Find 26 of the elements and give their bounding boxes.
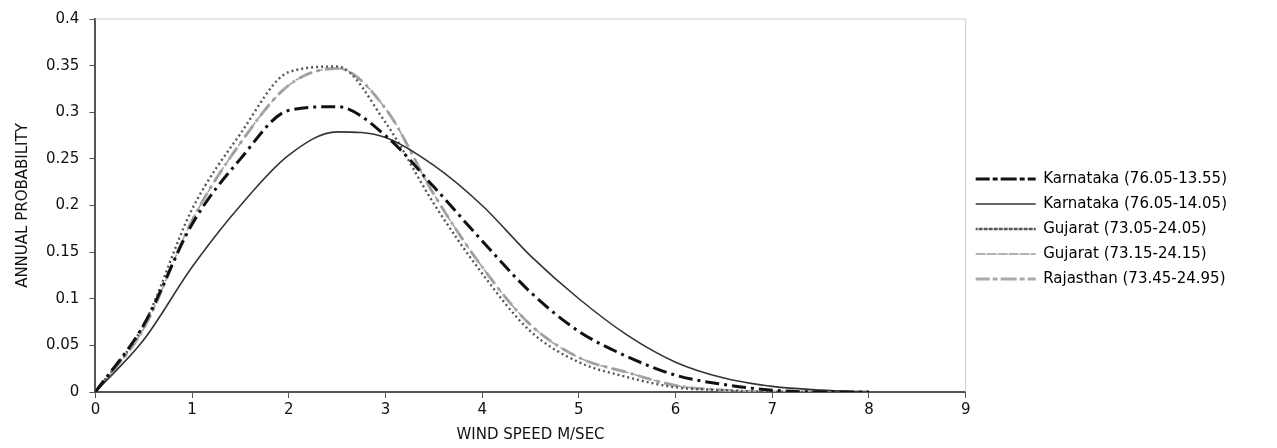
legend-label: Karnataka (76.05-14.05) — [1043, 193, 1227, 212]
x-tick-label: 0 — [90, 399, 101, 418]
x-tick-label: 1 — [187, 399, 197, 418]
y-axis-title: ANNUAL PROBABILITY — [12, 122, 31, 288]
x-tick-label: 8 — [864, 399, 874, 418]
legend-label: Karnataka (76.05-13.55) — [1043, 168, 1227, 187]
x-tick-label: 3 — [380, 399, 391, 418]
y-tick-label: 0.1 — [55, 288, 80, 307]
y-tick-label: 0.4 — [55, 8, 80, 27]
x-tick-label: 7 — [767, 399, 778, 418]
y-tick-label: 0.35 — [45, 55, 80, 74]
x-tick-label: 4 — [477, 399, 487, 418]
legend-label: Gujarat (73.15-24.15) — [1043, 243, 1207, 262]
x-axis-title: WIND SPEED M/SEC — [456, 424, 605, 443]
x-tick-label: 5 — [574, 399, 584, 418]
y-tick-label: 0 — [69, 381, 80, 400]
x-tick-label: 2 — [284, 399, 294, 418]
x-tick-label: 9 — [960, 399, 971, 418]
y-tick-label: 0.25 — [45, 148, 80, 167]
legend-label: Rajasthan (73.45-24.95) — [1043, 268, 1226, 287]
y-tick-label: 0.2 — [55, 195, 80, 214]
legend-label: Gujarat (73.05-24.05) — [1043, 218, 1207, 237]
y-tick-label: 0.15 — [45, 242, 80, 261]
y-tick-label: 0.3 — [55, 102, 80, 121]
y-tick-label: 0.05 — [45, 335, 80, 354]
x-tick-label: 6 — [670, 399, 681, 418]
